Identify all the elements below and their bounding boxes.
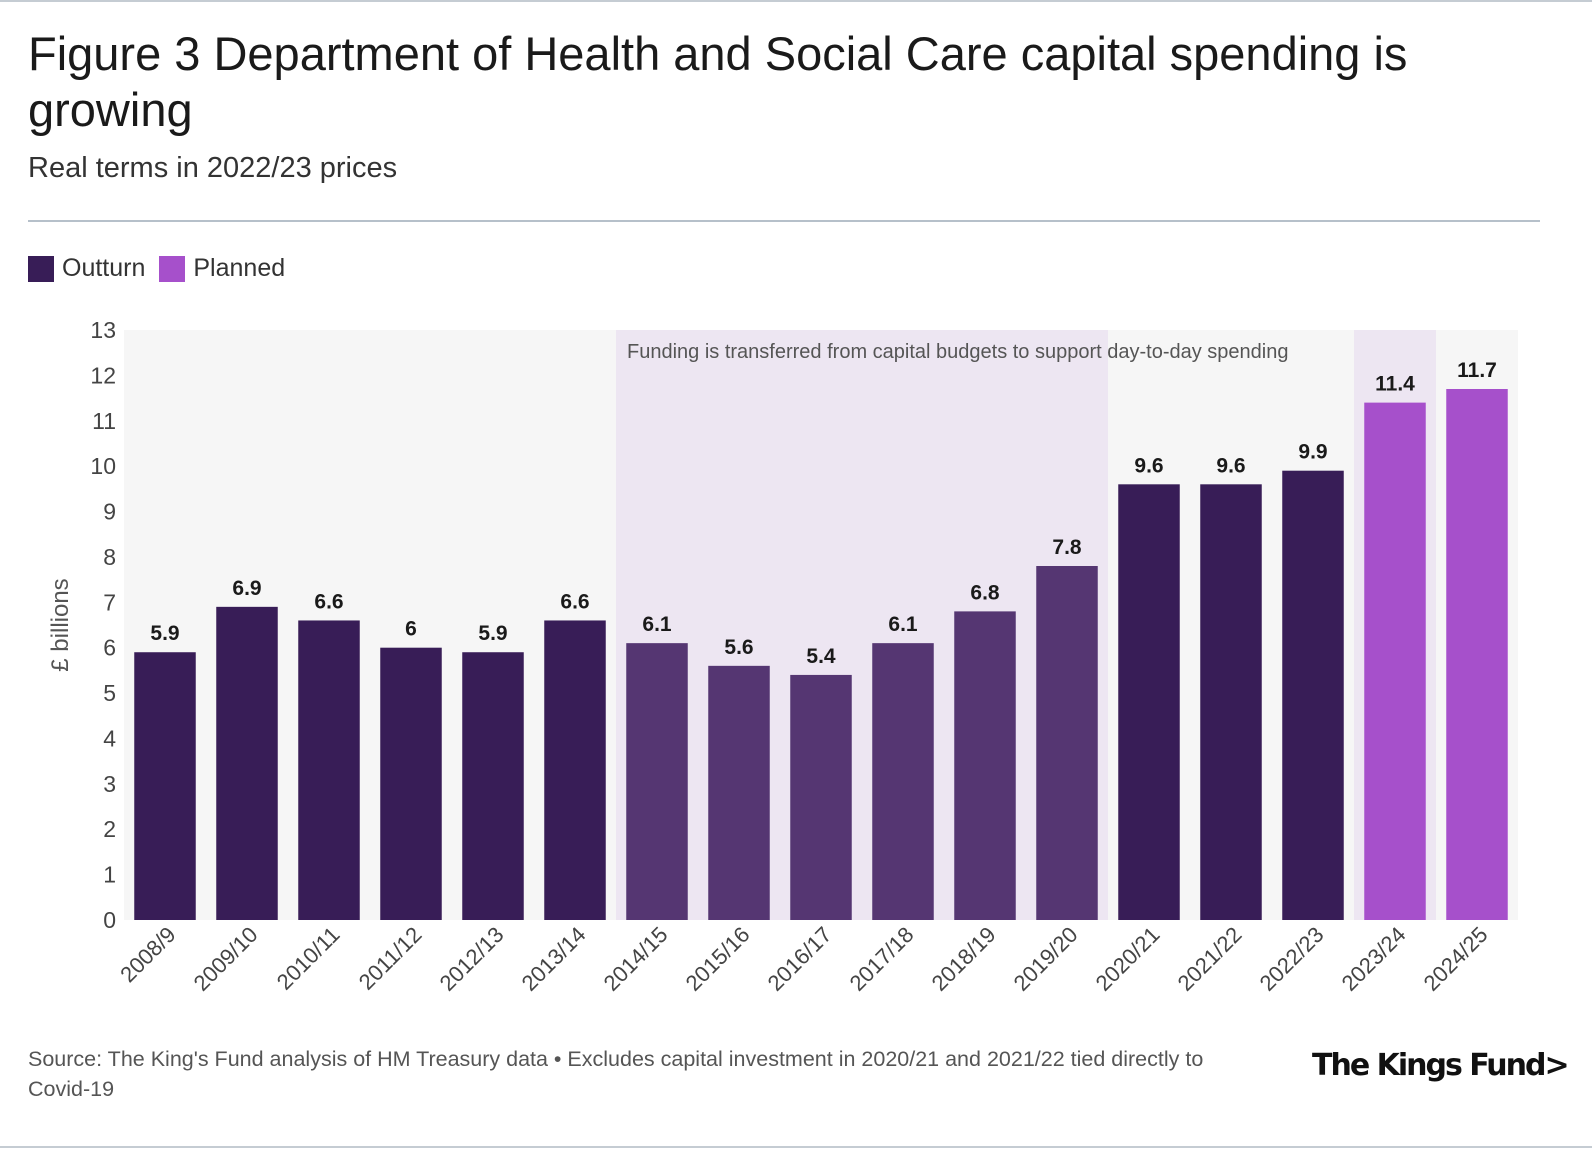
kings-fund-logo: The Kings Fund> [1312,1048,1570,1083]
legend-label-planned: Planned [193,254,286,282]
x-tick-label: 2018/19 [927,922,1001,996]
y-tick-label: 5 [103,680,116,706]
data-label: 6.9 [232,577,261,600]
x-tick-label: 2008/9 [115,922,180,987]
legend-swatch-planned [159,255,186,282]
y-tick-label: 9 [103,499,116,525]
x-tick-label: 2011/12 [354,922,427,995]
y-tick-label: 12 [90,362,116,388]
chart-subtitle: Real terms in 2022/23 prices [28,152,398,184]
header-divider [28,220,1540,222]
x-tick-label: 2014/15 [599,922,673,996]
data-label: 7.8 [1052,536,1082,559]
y-axis-label: £ billions [47,578,74,671]
data-label: 6.6 [560,590,589,613]
source-note: Source: The King's Fund analysis of HM T… [28,1047,1204,1101]
bar-2020-21 [1118,484,1180,920]
data-label: 6 [405,618,417,641]
x-tick-label: 2019/20 [1009,922,1083,996]
legend-item-outturn: Outturn [28,254,145,283]
bar-2017-18 [872,643,934,920]
data-label: 11.4 [1375,373,1415,396]
bar-2023-24 [1364,402,1426,921]
x-tick-label: 2013/14 [517,922,591,996]
bar-2013-14 [544,620,606,920]
data-label: 5.9 [478,622,507,645]
x-tick-label: 2012/13 [435,922,509,996]
x-tick-label: 2022/23 [1255,922,1329,996]
x-tick-label: 2024/25 [1419,922,1493,996]
bar-2018-19 [954,611,1016,920]
data-label: 5.6 [724,636,753,659]
x-tick-label: 2021/22 [1173,922,1247,996]
y-tick-label: 2 [103,816,116,842]
bar-2015-16 [708,665,770,920]
data-label: 6.1 [888,613,918,636]
y-tick-label: 1 [103,862,116,888]
x-tick-label: 2016/17 [763,922,837,996]
y-tick-label: 0 [103,907,116,933]
data-label: 6.1 [642,613,672,636]
y-tick-label: 8 [103,544,116,570]
x-tick-label: 2017/18 [845,922,919,996]
y-tick-label: 11 [92,408,116,434]
y-tick-label: 10 [90,453,116,479]
y-tick-label: 13 [90,317,116,343]
x-tick-label: 2023/24 [1337,922,1411,996]
legend-label-outturn: Outturn [62,254,146,282]
bar-chart: Funding is transferred from capital budg… [47,317,1518,996]
bar-2010-11 [298,620,360,920]
x-tick-label: 2015/16 [681,922,755,996]
data-label: 9.6 [1216,454,1245,477]
highlight-period-1 [616,330,1108,920]
data-label: 9.9 [1298,441,1327,464]
highlight-period-annotation: Funding is transferred from capital budg… [627,341,1288,363]
bar-2021-22 [1200,484,1262,920]
bar-2019-20 [1036,566,1098,920]
data-label: 6.8 [970,581,1000,604]
data-label: 6.6 [314,590,343,613]
bar-2011-12 [380,647,442,920]
data-label: 5.4 [806,645,836,668]
legend-swatch-outturn [28,255,54,282]
legend-item-planned: Planned [159,254,285,283]
y-tick-label: 3 [103,771,116,797]
data-label: 11.7 [1457,359,1497,382]
bottom-rule [0,1146,1592,1148]
x-tick-label: 2020/21 [1091,922,1165,996]
x-tick-label: 2009/10 [189,922,263,996]
y-tick-label: 4 [103,725,116,751]
bar-2016-17 [790,674,852,920]
data-label: 9.6 [1134,454,1163,477]
bar-2024-25 [1446,389,1508,920]
bar-2009-10 [216,606,278,920]
x-tick-label: 2010/11 [272,922,345,995]
y-tick-label: 6 [103,635,116,661]
bar-2022-23 [1282,470,1344,920]
top-rule [0,0,1592,2]
bar-2012-13 [462,652,524,920]
chart-title: Figure 3 Department of Health and Social… [28,27,1408,136]
legend: Outturn Planned [28,254,299,283]
y-tick-label: 7 [103,589,116,615]
bar-2008-9 [134,652,196,920]
bar-2014-15 [626,643,688,920]
data-label: 5.9 [150,622,179,645]
